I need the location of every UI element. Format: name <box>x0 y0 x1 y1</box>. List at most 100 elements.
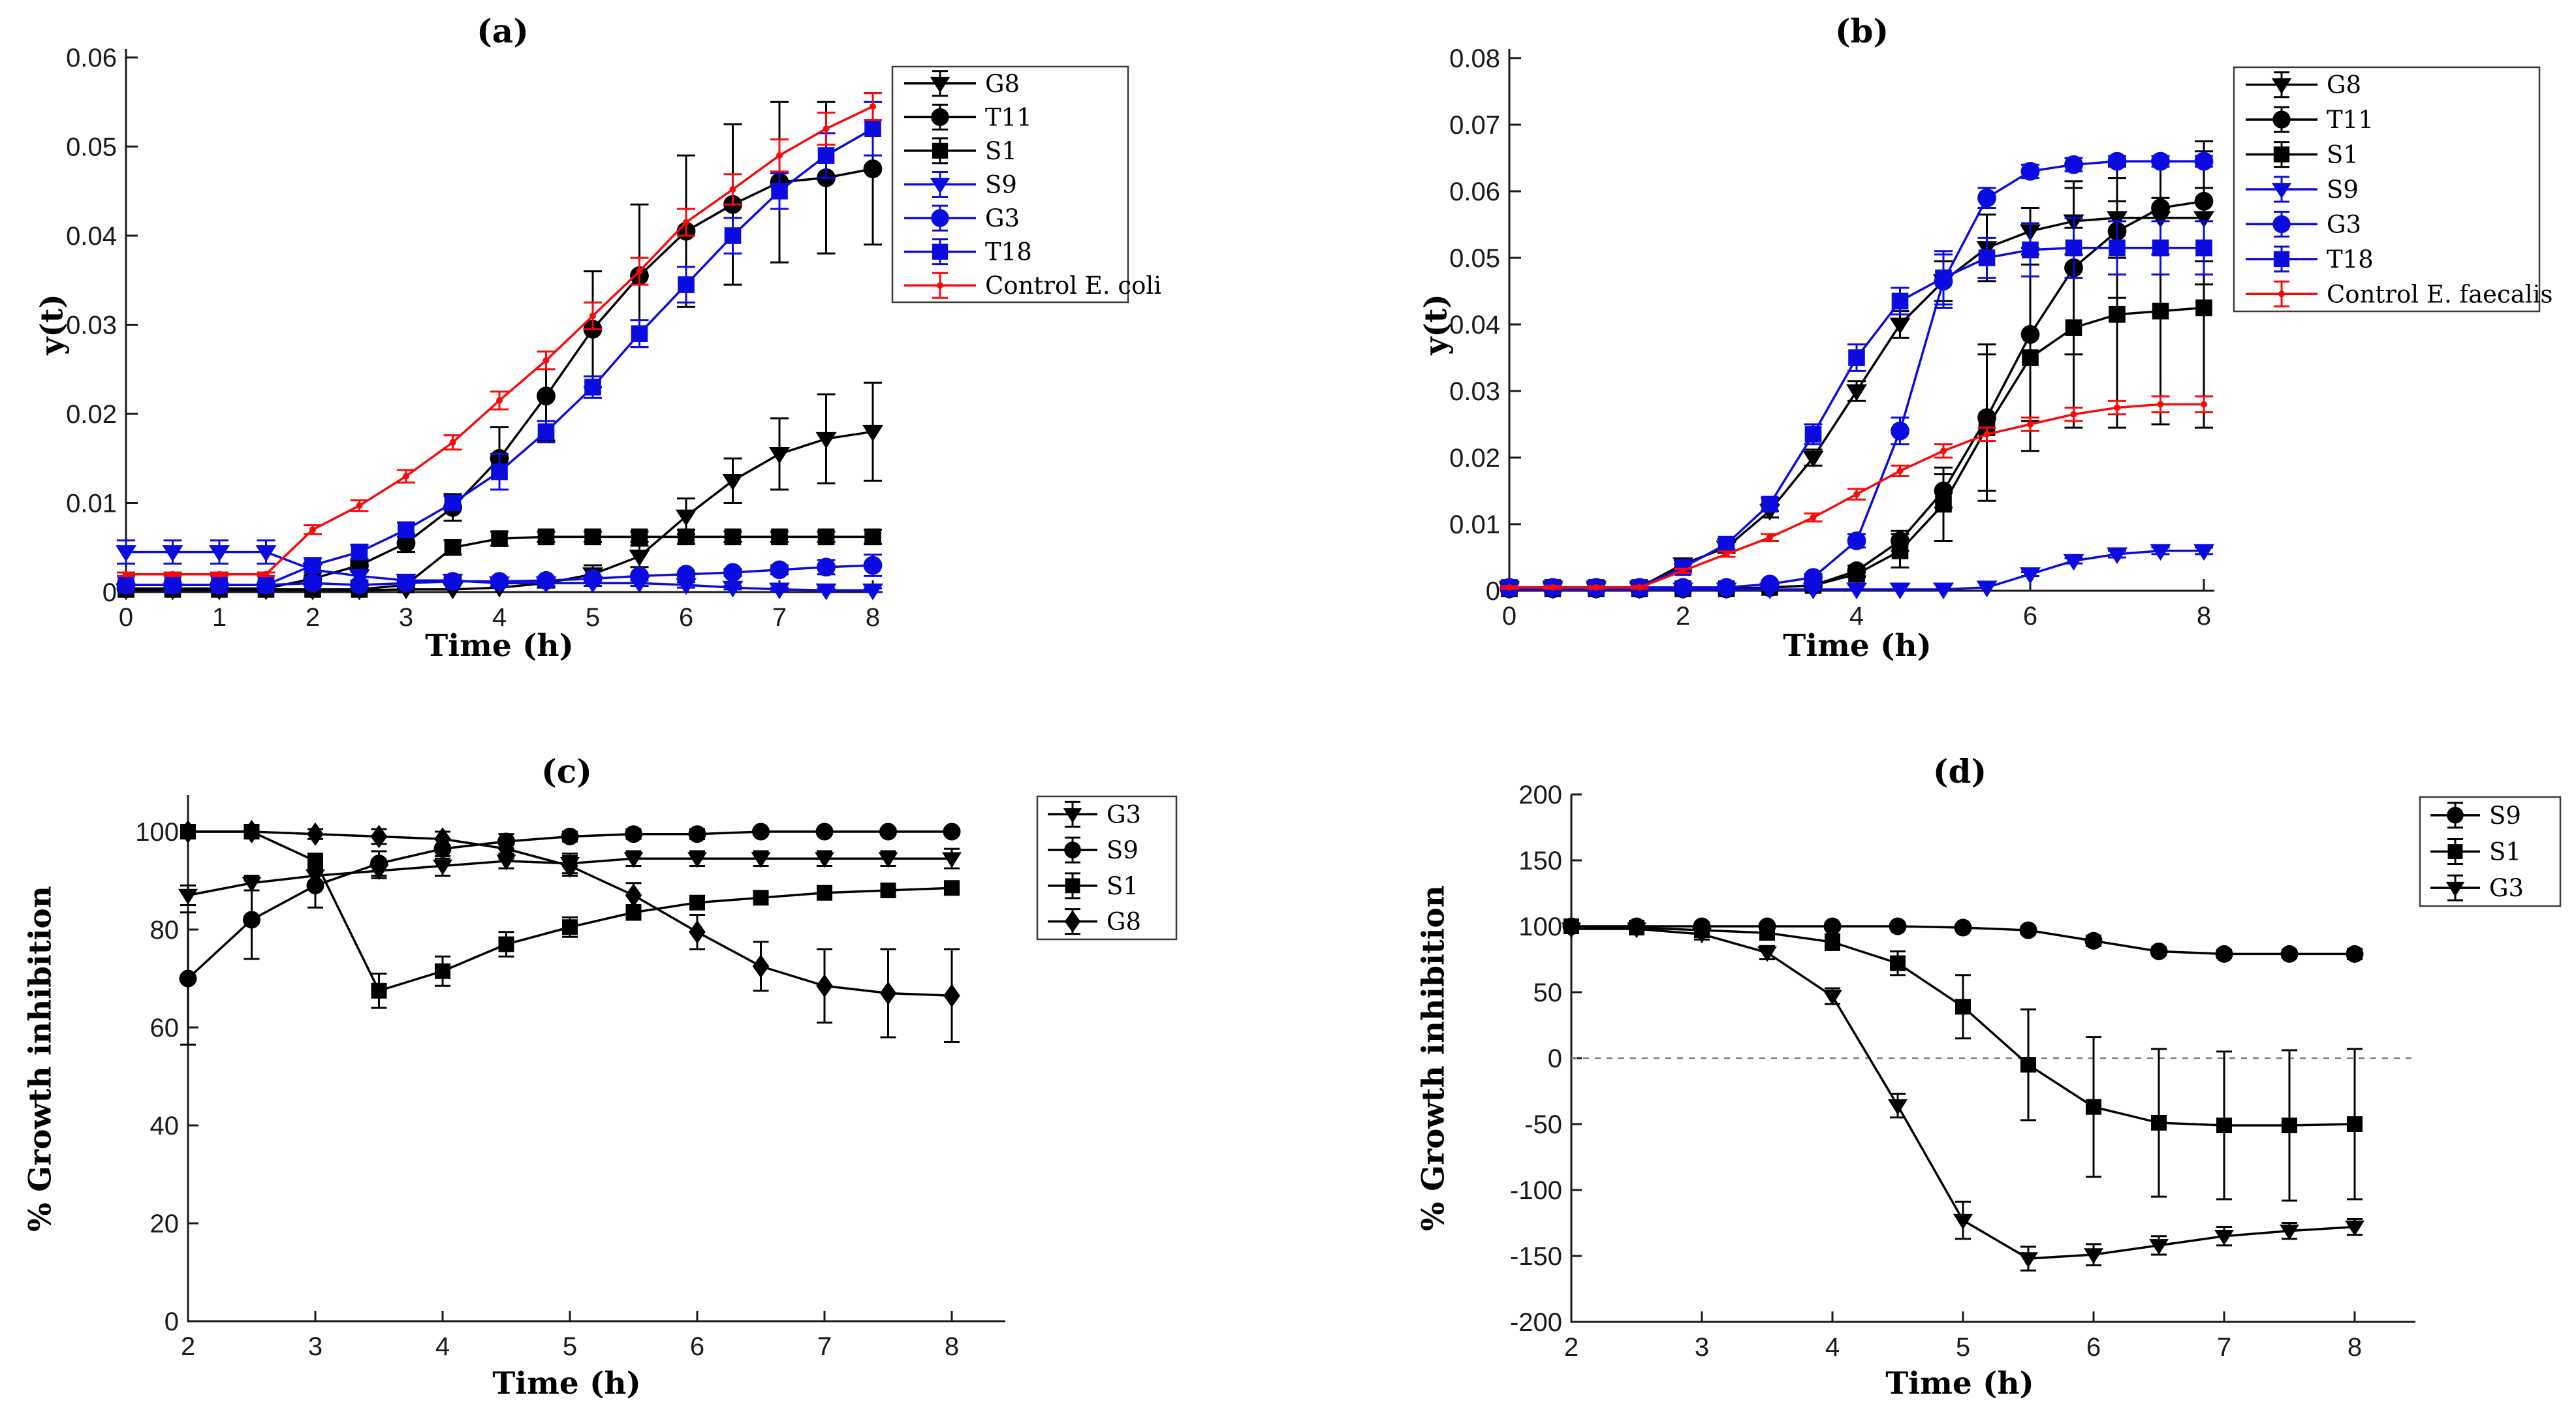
svg-text:T11: T11 <box>2327 106 2374 134</box>
panel-d-series-s1 <box>1563 918 2363 1202</box>
legend-entry-g3: G3 <box>2246 210 2361 238</box>
svg-text:7: 7 <box>817 1332 832 1361</box>
svg-text:-50: -50 <box>1524 1110 1562 1139</box>
panel-a-series-g8 <box>116 381 883 601</box>
svg-text:Control E. coli: Control E. coli <box>985 272 1161 300</box>
svg-text:200: 200 <box>1518 781 1562 809</box>
svg-text:6: 6 <box>679 603 693 632</box>
panel-a-axes: 0 1 2 3 4 5 6 7 8 0 0.01 0.02 0.03 0.04 0.05 0.06 <box>66 44 883 632</box>
legend-entry-g8: G8 <box>2246 71 2361 99</box>
legend-entry-t18: T18 <box>2246 245 2374 274</box>
panel-c-series-s1 <box>180 824 960 1009</box>
svg-text:0.07: 0.07 <box>1449 111 1500 140</box>
svg-text:G8: G8 <box>2327 71 2361 99</box>
panel-b-xlabel: Time (h) <box>1783 628 1932 664</box>
svg-text:0.08: 0.08 <box>1449 44 1500 73</box>
svg-text:4: 4 <box>1849 602 1864 631</box>
svg-text:0.06: 0.06 <box>66 44 117 72</box>
svg-text:100: 100 <box>135 818 179 847</box>
svg-text:2: 2 <box>1676 602 1690 631</box>
panel-c-series-g8 <box>180 820 960 1043</box>
svg-text:S9: S9 <box>2327 176 2359 204</box>
svg-text:0.05: 0.05 <box>1449 244 1500 273</box>
svg-text:8: 8 <box>2348 1333 2362 1362</box>
svg-text:2: 2 <box>1564 1333 1579 1362</box>
svg-text:0: 0 <box>1486 577 1500 606</box>
panel-b-axes: 0 2 4 6 8 0 0.01 0.02 0.03 0.04 0.05 0.06 0.07 0.08 <box>1449 44 2214 631</box>
svg-text:Control E. faecalis: Control E. faecalis <box>2327 280 2552 308</box>
panel-a-xlabel: Time (h) <box>425 628 574 664</box>
svg-text:8: 8 <box>866 603 880 632</box>
legend-entry-g3: G3 <box>1048 800 1141 828</box>
svg-text:3: 3 <box>308 1332 322 1361</box>
svg-text:G3: G3 <box>2489 874 2524 902</box>
svg-text:80: 80 <box>150 916 180 945</box>
legend-entry-t11: T11 <box>904 103 1032 131</box>
legend-entry-g8: G8 <box>1048 908 1141 936</box>
svg-text:5: 5 <box>586 603 600 632</box>
svg-text:0: 0 <box>165 1308 179 1336</box>
svg-text:2: 2 <box>181 1332 195 1361</box>
legend-entry-t11: T11 <box>2246 106 2374 134</box>
panel-a-series-t11 <box>116 92 883 598</box>
svg-text:0: 0 <box>1502 602 1516 631</box>
svg-text:0: 0 <box>119 603 133 632</box>
panel-d-axes: 2 3 4 5 6 7 8 -200 -150 -100 -50 0 50 100 150 200 <box>1510 781 2415 1362</box>
panel-c-xlabel: Time (h) <box>492 1366 641 1402</box>
svg-text:G8: G8 <box>1107 908 1141 936</box>
svg-text:S1: S1 <box>2327 141 2359 169</box>
svg-text:5: 5 <box>1956 1333 1970 1362</box>
svg-text:7: 7 <box>772 603 787 632</box>
panel-a-legend: G8 T11 S1 S9 G3 T18 Control E. coli <box>891 65 1161 304</box>
svg-text:4: 4 <box>492 603 507 632</box>
svg-text:2: 2 <box>306 603 320 632</box>
panel-d-series-g3 <box>1562 922 2364 1272</box>
legend-entry-control-e-faecalis: Control E. faecalis <box>2246 280 2552 308</box>
svg-text:4: 4 <box>1825 1333 1840 1362</box>
legend-entry-g3: G3 <box>904 204 1020 232</box>
svg-text:G8: G8 <box>985 70 1020 98</box>
svg-text:T18: T18 <box>2327 245 2374 274</box>
svg-text:1: 1 <box>212 603 227 632</box>
svg-text:6: 6 <box>2086 1333 2101 1362</box>
svg-text:5: 5 <box>563 1332 577 1361</box>
svg-text:T18: T18 <box>985 238 1032 266</box>
svg-text:3: 3 <box>1695 1333 1709 1362</box>
svg-text:0.01: 0.01 <box>66 490 117 518</box>
svg-text:0: 0 <box>102 578 117 607</box>
svg-text:G3: G3 <box>2327 210 2361 238</box>
svg-text:20: 20 <box>150 1210 180 1238</box>
panel-c-title: (c) <box>541 752 592 791</box>
svg-text:3: 3 <box>399 603 413 632</box>
svg-text:0.03: 0.03 <box>1449 377 1500 406</box>
svg-text:0.02: 0.02 <box>1449 444 1500 473</box>
panel-a-series-control-e-coli <box>117 92 882 578</box>
svg-text:S1: S1 <box>2489 838 2521 866</box>
svg-text:4: 4 <box>435 1332 450 1361</box>
svg-text:100: 100 <box>1518 913 1562 941</box>
legend-entry-s1: S1 <box>1048 872 1139 900</box>
panel-c-legend: G3 S9 S1 G8 <box>1036 795 1178 941</box>
legend-entry-control-e-coli: Control E. coli <box>904 272 1161 300</box>
panel-a-ylabel: y(t) <box>34 294 71 355</box>
legend-entry-s1: S1 <box>904 137 1017 165</box>
svg-text:S1: S1 <box>985 137 1017 165</box>
legend-entry-g8: G8 <box>904 70 1020 98</box>
panel-b-legend: G8 T11 S1 S9 G3 T18 Control E. faecalis <box>2233 66 2552 313</box>
svg-text:S9: S9 <box>1107 836 1139 864</box>
svg-text:0.04: 0.04 <box>66 222 117 251</box>
svg-text:-100: -100 <box>1510 1176 1562 1205</box>
panel-d-ylabel: % Growth inhibition <box>1415 885 1452 1231</box>
svg-text:8: 8 <box>2197 602 2211 631</box>
panel-b-title: (b) <box>1834 12 1889 50</box>
legend-entry-s1: S1 <box>2246 141 2359 169</box>
svg-text:0.02: 0.02 <box>66 400 117 429</box>
svg-text:50: 50 <box>1533 979 1563 1007</box>
svg-text:6: 6 <box>690 1332 704 1361</box>
svg-text:0.04: 0.04 <box>1449 311 1500 339</box>
svg-text:0.06: 0.06 <box>1449 178 1500 206</box>
svg-text:60: 60 <box>150 1014 180 1042</box>
svg-text:40: 40 <box>150 1112 180 1140</box>
